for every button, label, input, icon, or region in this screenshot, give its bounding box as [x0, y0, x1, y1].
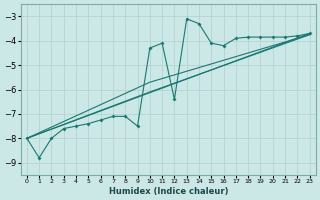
X-axis label: Humidex (Indice chaleur): Humidex (Indice chaleur): [108, 187, 228, 196]
